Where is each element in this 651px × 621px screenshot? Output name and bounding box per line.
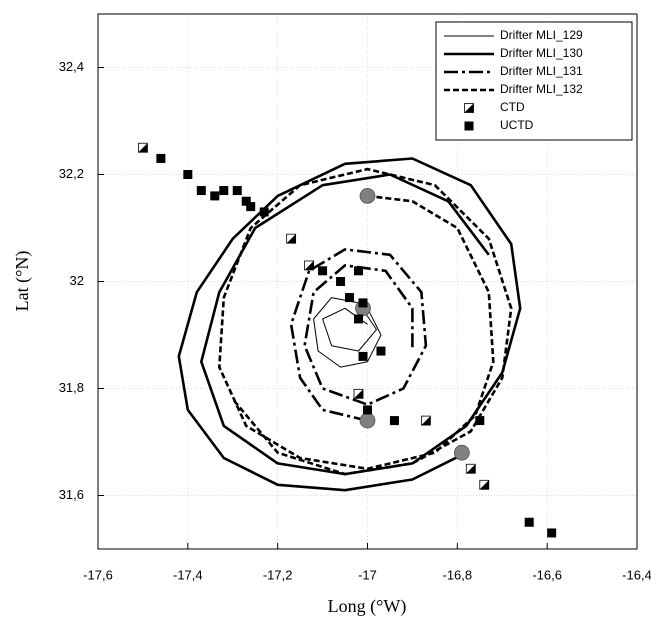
x-tick-label: -16,4 xyxy=(622,567,651,582)
ctd-marker xyxy=(353,388,364,399)
marker-body xyxy=(547,528,557,538)
uctd-marker xyxy=(232,186,242,196)
marker-body xyxy=(376,346,386,356)
marker-body xyxy=(210,191,220,201)
x-tick-label: -17 xyxy=(358,567,377,582)
ctd-marker xyxy=(286,233,297,244)
legend-label: Drifter MLI_131 xyxy=(500,64,583,78)
uctd-marker xyxy=(336,277,346,286)
uctd-marker xyxy=(524,517,534,527)
uctd-marker xyxy=(183,170,193,179)
ctd-marker xyxy=(138,142,148,153)
plot-frame xyxy=(97,13,638,550)
marker-body xyxy=(318,266,328,276)
marker-body xyxy=(219,186,229,196)
legend-box xyxy=(435,21,633,141)
uctd-marker xyxy=(318,266,328,276)
marker-body xyxy=(363,405,372,415)
x-tick-label: -17,2 xyxy=(263,567,293,582)
uctd-marker xyxy=(389,416,399,426)
trajectory xyxy=(289,248,428,422)
ctd-marker xyxy=(304,260,315,271)
ctd-marker xyxy=(420,415,431,426)
uctd-marker xyxy=(241,196,251,206)
uctd-marker xyxy=(464,121,474,131)
marker-body xyxy=(241,196,251,206)
x-tick-label: -16,6 xyxy=(532,567,562,582)
marker-body xyxy=(389,416,399,426)
uctd-marker xyxy=(345,293,355,303)
uctd-marker xyxy=(156,153,166,163)
y-axis-label: Lat (°N) xyxy=(12,251,33,312)
x-tick-label: -17,6 xyxy=(83,567,113,582)
ctd-marker xyxy=(479,479,490,490)
legend: Drifter MLI_129 Drifter MLI_130 Drifter ML… xyxy=(435,21,633,141)
marker-body xyxy=(524,517,534,527)
trajectory xyxy=(218,167,513,476)
uctd-marker xyxy=(210,191,220,201)
uctd-marker xyxy=(547,528,557,538)
marker-body xyxy=(358,351,368,361)
uctd-marker xyxy=(358,351,368,361)
marker-body xyxy=(246,202,256,212)
uctd-marker xyxy=(475,416,485,426)
marker-body xyxy=(345,293,355,303)
y-tick-label: 32,2 xyxy=(59,166,84,181)
marker-body xyxy=(336,277,346,286)
uctd-marker xyxy=(354,314,364,324)
ctd-marker xyxy=(465,463,476,474)
legend-label: UCTD xyxy=(500,118,534,132)
y-tick-label: 32,4 xyxy=(59,59,84,74)
ctd-marker xyxy=(464,103,474,113)
marker-body xyxy=(475,416,485,426)
release-point xyxy=(359,412,376,429)
trajectory xyxy=(177,157,522,492)
release-point xyxy=(359,187,376,204)
release-point xyxy=(453,444,470,461)
marker-half xyxy=(304,260,314,270)
legend-label: Drifter MLI_130 xyxy=(500,46,583,60)
uctd-marker xyxy=(363,405,372,415)
uctd-marker xyxy=(358,298,368,308)
marker-half xyxy=(138,143,148,153)
x-tick-label: -17,4 xyxy=(173,567,203,582)
legend-label: Drifter MLI_129 xyxy=(500,28,583,42)
marker-half xyxy=(466,464,476,474)
marker-body xyxy=(354,314,364,324)
marker-body xyxy=(259,207,269,217)
uctd-marker xyxy=(354,266,364,276)
marker-half xyxy=(286,234,296,244)
marker-body xyxy=(156,153,166,163)
marker-body xyxy=(232,186,242,196)
marker-half xyxy=(354,389,364,399)
marker-half xyxy=(464,103,474,113)
uctd-marker xyxy=(259,207,269,217)
marker-body xyxy=(196,186,206,196)
uctd-marker xyxy=(196,186,206,196)
y-tick-label: 32 xyxy=(70,273,84,288)
marker-body xyxy=(358,298,368,308)
marker-body xyxy=(464,121,474,131)
marker-body xyxy=(354,266,364,276)
uctd-marker xyxy=(219,186,229,196)
marker-half xyxy=(421,416,431,426)
legend-label: Drifter MLI_132 xyxy=(500,82,583,96)
x-tick-label: -16,8 xyxy=(443,567,473,582)
y-tick-label: 31,6 xyxy=(59,487,84,502)
marker-half xyxy=(479,480,489,490)
legend-label: CTD xyxy=(500,100,525,114)
x-axis-label: Long (°W) xyxy=(328,596,407,617)
y-tick-label: 31,8 xyxy=(59,380,84,395)
uctd-marker xyxy=(376,346,386,356)
marker-body xyxy=(183,170,193,179)
uctd-marker xyxy=(246,202,256,212)
